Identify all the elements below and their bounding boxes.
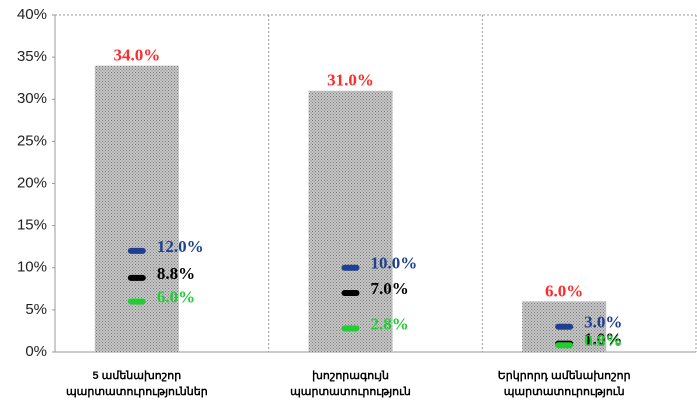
series-value-label: 1.0% — [584, 329, 622, 348]
series-value-label: 3.0% — [584, 313, 622, 332]
y-tick-label: 35% — [17, 48, 47, 65]
bar — [308, 90, 393, 352]
y-tick-label: 20% — [17, 174, 47, 191]
y-tick-label: 25% — [17, 132, 47, 149]
y-tick-label: 40% — [17, 6, 47, 23]
y-tick-label: 10% — [17, 259, 47, 276]
x-tick-label: 5 ամենախոշոր պարտատուրություններ — [65, 370, 208, 398]
series-value-label: 10.0% — [371, 254, 418, 273]
series-value-label: 6.0% — [157, 287, 195, 306]
bar-value-label: 6.0% — [545, 281, 583, 300]
y-tick-label: 30% — [17, 90, 47, 107]
bar — [94, 65, 179, 353]
series-value-label: 8.8% — [157, 264, 195, 283]
x-tick-label: Երկրորդ ամենախոշոր պարտատուրություն — [497, 370, 631, 398]
y-tick-label: 15% — [17, 217, 47, 234]
y-tick-label: 0% — [25, 343, 47, 360]
series-value-label: 7.0% — [371, 279, 409, 298]
series-value-label: 2.8% — [371, 314, 409, 333]
series-value-label: 0.8% — [584, 331, 622, 350]
y-tick-label: 5% — [25, 301, 47, 318]
x-tick-label: խոշորագույն պարտատուրություն — [290, 370, 411, 398]
bar-value-label: 31.0% — [327, 71, 374, 90]
series-value-label: 12.0% — [157, 237, 204, 256]
bar-value-label: 34.0% — [113, 45, 160, 64]
